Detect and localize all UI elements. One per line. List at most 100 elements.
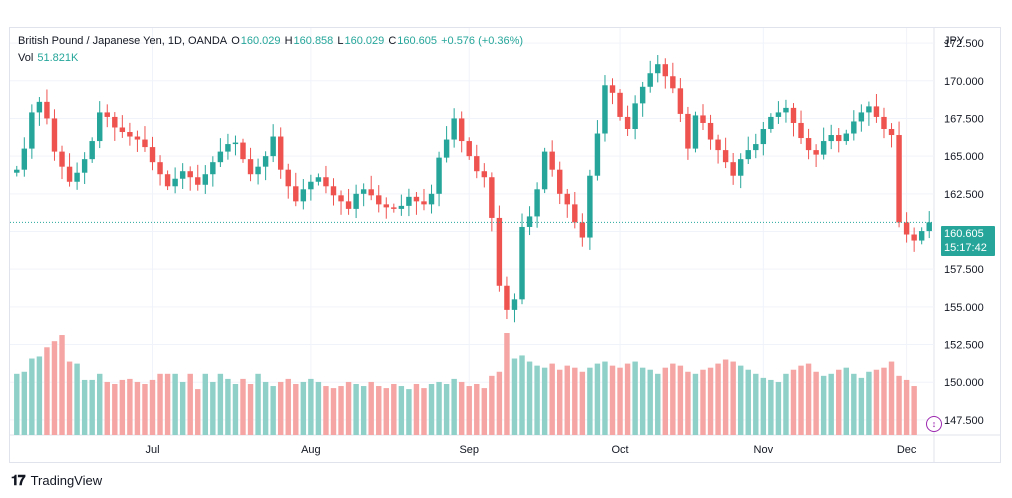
candle-body — [436, 157, 442, 194]
candle-body — [707, 122, 714, 140]
volume-bar — [519, 355, 525, 435]
candle-body — [737, 159, 744, 176]
brand-name: TradingView — [30, 473, 103, 488]
candle-body — [89, 141, 95, 160]
volume-bar — [564, 365, 570, 435]
volume-bar — [655, 373, 661, 435]
candle-body — [428, 193, 435, 205]
auto-scale-button[interactable]: ↕ — [926, 416, 942, 432]
volume-bar — [466, 386, 472, 435]
x-tick-label: Oct — [611, 444, 628, 456]
volume-bar — [798, 365, 804, 435]
volume-bar — [896, 375, 902, 435]
volume-bar — [202, 373, 209, 435]
candle-body — [127, 132, 133, 137]
volume-bar — [353, 384, 359, 435]
candle-body — [647, 73, 653, 87]
volume-bar — [602, 361, 608, 435]
x-tick-label: Dec — [897, 444, 917, 456]
volume-bar — [474, 384, 480, 435]
candle-body — [104, 112, 110, 117]
candle-body — [406, 196, 412, 206]
candle-body — [474, 156, 480, 172]
volume-bar — [323, 386, 329, 435]
volume-bar — [81, 379, 88, 435]
volume-bar — [398, 386, 405, 435]
candle-body — [97, 112, 103, 142]
y-tick-label: 147.500 — [944, 415, 984, 427]
x-tick-label: Aug — [301, 444, 321, 456]
candle-body — [443, 139, 450, 158]
candle-body — [655, 64, 661, 74]
candle-body — [541, 151, 548, 190]
candle-body — [481, 171, 488, 178]
candle-body — [557, 169, 563, 194]
candle-body — [210, 162, 216, 175]
y-tick-label: 170.000 — [944, 76, 984, 88]
volume-bar — [74, 363, 80, 435]
y-tick-label: 162.500 — [944, 189, 984, 201]
volume-bar — [737, 365, 744, 435]
candle-body — [828, 135, 834, 142]
volume-bar — [376, 386, 382, 435]
candle-body — [783, 107, 789, 113]
candle-body — [564, 193, 570, 205]
candle-body — [798, 122, 804, 139]
candle-body — [700, 115, 706, 123]
tradingview-logo[interactable]: 𝟏𝟕 TradingView — [11, 472, 102, 489]
volume-bar — [745, 369, 751, 435]
candle-body — [285, 169, 291, 187]
volume-bar — [632, 361, 638, 435]
volume-bar — [692, 373, 699, 435]
y-tick-label: 152.500 — [944, 340, 984, 352]
candle-body — [918, 231, 925, 241]
bar-countdown: 15:17:42 — [944, 242, 987, 254]
volume-bar — [428, 384, 435, 435]
candle-body — [21, 148, 28, 170]
volume-value: 51.821K — [37, 52, 79, 64]
candle-body — [617, 92, 623, 117]
volume-bar — [270, 386, 276, 435]
volume-bar — [820, 375, 827, 435]
y-tick-label: 155.000 — [944, 302, 984, 314]
x-tick-label: Sep — [459, 444, 479, 456]
volume-bar — [277, 381, 284, 435]
x-tick-label: Jul — [145, 444, 159, 456]
volume-bar — [195, 389, 201, 435]
candle-body — [685, 113, 691, 149]
volume-bar — [511, 358, 518, 435]
candle-body — [458, 118, 465, 142]
candle-body — [315, 177, 322, 182]
volume-bar — [142, 384, 148, 435]
volume-bar — [149, 379, 156, 435]
volume-bar — [624, 363, 631, 435]
candle-body — [81, 159, 88, 173]
candle-body — [602, 85, 608, 134]
volume-bar — [775, 381, 782, 435]
candle-body — [360, 189, 367, 194]
candle-body — [119, 127, 126, 133]
x-tick-label: Nov — [754, 444, 774, 456]
volume-bar — [609, 365, 616, 435]
tradingview-logo-icon: 𝟏𝟕 — [11, 472, 26, 488]
candle-body — [587, 175, 593, 238]
candle-body — [572, 204, 578, 223]
volume-bar — [851, 373, 857, 435]
candle-body — [345, 201, 352, 209]
candle-body — [293, 186, 299, 202]
candle-body — [662, 64, 669, 77]
candle-body — [59, 151, 65, 167]
candle-body — [202, 174, 209, 185]
volume-bar — [383, 388, 389, 435]
candle-body — [632, 103, 638, 129]
volume-bar — [888, 361, 895, 435]
low-label: L — [337, 35, 344, 47]
candle-body — [353, 193, 359, 209]
volume-bar — [172, 373, 178, 435]
y-tick-label: 157.500 — [944, 264, 984, 276]
candle-body — [526, 216, 533, 227]
candle-body — [896, 135, 902, 223]
candle-body — [768, 116, 774, 129]
candle-body — [873, 106, 880, 117]
